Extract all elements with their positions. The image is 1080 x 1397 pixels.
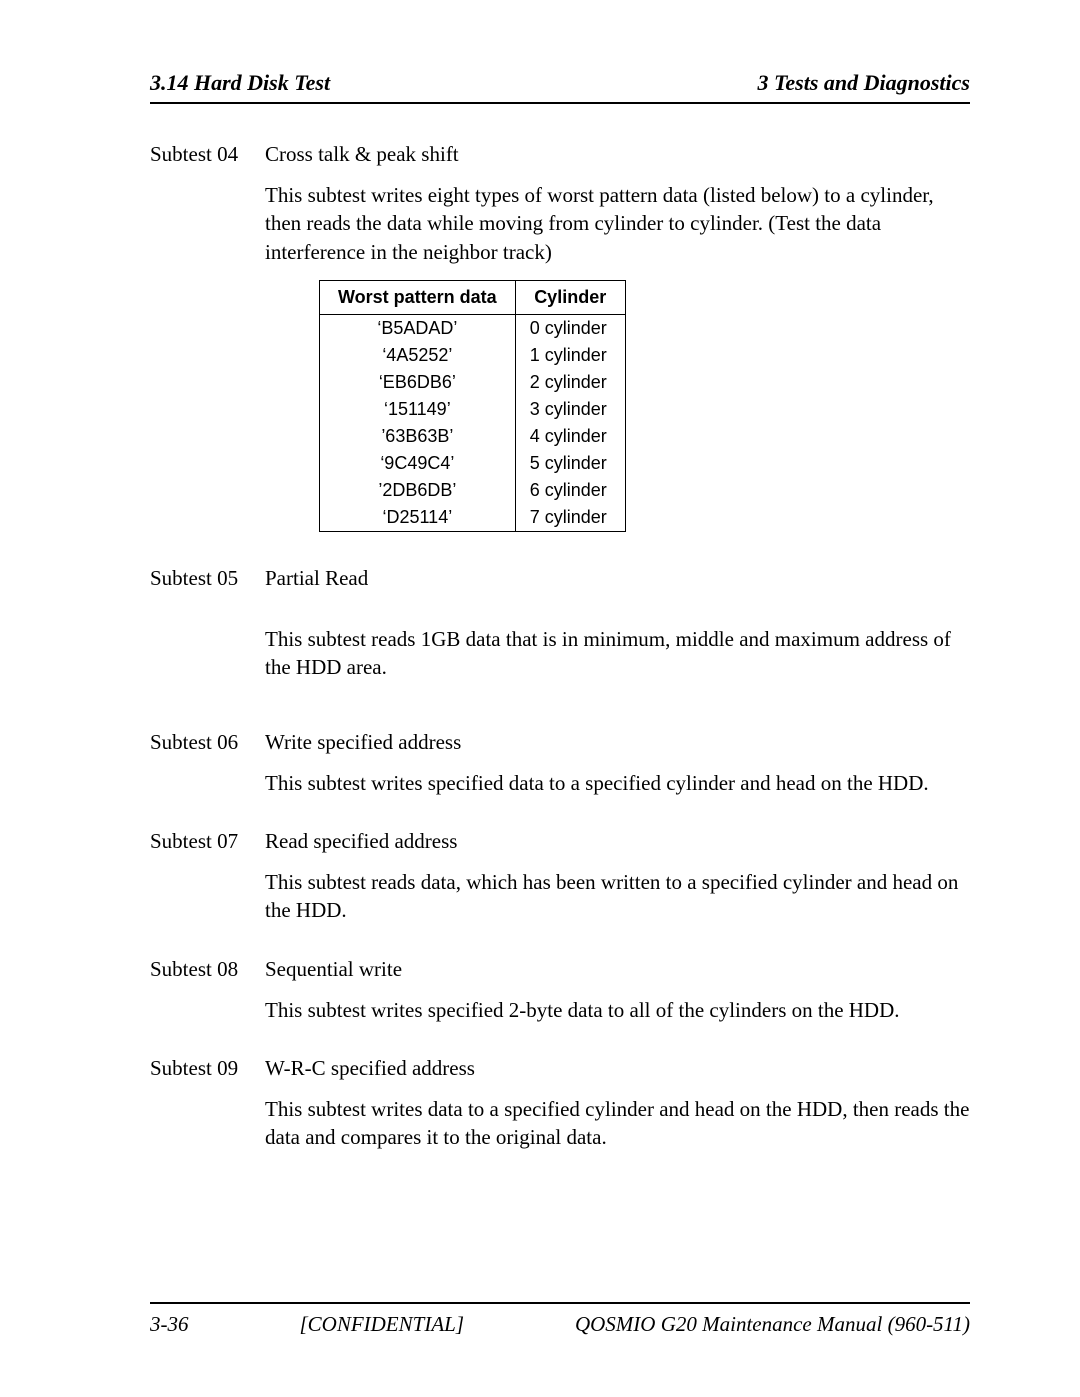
subtest-body: Cross talk & peak shift This subtest wri… <box>265 142 970 548</box>
subtest-label: Subtest 06 <box>150 730 265 811</box>
table-cell: ‘9C49C4’ <box>320 450 516 477</box>
table-cell: 5 cylinder <box>515 450 625 477</box>
table-cell: 7 cylinder <box>515 504 625 532</box>
table-row: ‘EB6DB6’2 cylinder <box>320 369 626 396</box>
subtest-title: Write specified address <box>265 730 970 755</box>
subtest-paragraph: This subtest writes specified 2-byte dat… <box>265 996 970 1024</box>
subtest-title: Read specified address <box>265 829 970 854</box>
subtest-04: Subtest 04 Cross talk & peak shift This … <box>150 142 970 548</box>
table-row: ’2DB6DB’6 cylinder <box>320 477 626 504</box>
subtest-title: Sequential write <box>265 957 970 982</box>
pattern-table: Worst pattern data Cylinder ‘B5ADAD’0 cy… <box>319 280 626 532</box>
table-cell: ’63B63B’ <box>320 423 516 450</box>
subtest-06: Subtest 06 Write specified address This … <box>150 730 970 811</box>
table-row: ‘B5ADAD’0 cylinder <box>320 315 626 343</box>
subtest-05: Subtest 05 Partial Read This subtest rea… <box>150 566 970 696</box>
subtest-paragraph: This subtest writes data to a specified … <box>265 1095 970 1152</box>
footer-confidential: [CONFIDENTIAL] <box>299 1312 464 1337</box>
subtest-body: Sequential write This subtest writes spe… <box>265 957 970 1038</box>
table-cell: 0 cylinder <box>515 315 625 343</box>
footer-page-number: 3-36 <box>150 1312 189 1337</box>
table-cell: 3 cylinder <box>515 396 625 423</box>
subtest-body: W-R-C specified address This subtest wri… <box>265 1056 970 1166</box>
page-header: 3.14 Hard Disk Test 3 Tests and Diagnost… <box>150 70 970 104</box>
subtest-09: Subtest 09 W-R-C specified address This … <box>150 1056 970 1166</box>
table-row: ’63B63B’4 cylinder <box>320 423 626 450</box>
header-right: 3 Tests and Diagnostics <box>757 70 970 96</box>
table-cell: ‘B5ADAD’ <box>320 315 516 343</box>
subtest-title: Cross talk & peak shift <box>265 142 970 167</box>
table-cell: ’2DB6DB’ <box>320 477 516 504</box>
table-header: Cylinder <box>515 281 625 315</box>
table-cell: ‘151149’ <box>320 396 516 423</box>
table-cell: 2 cylinder <box>515 369 625 396</box>
table-row: ‘4A5252’1 cylinder <box>320 342 626 369</box>
table-cell: ‘4A5252’ <box>320 342 516 369</box>
subtest-paragraph: This subtest reads data, which has been … <box>265 868 970 925</box>
header-left: 3.14 Hard Disk Test <box>150 70 330 96</box>
subtest-paragraph: This subtest reads 1GB data that is in m… <box>265 625 970 682</box>
page: 3.14 Hard Disk Test 3 Tests and Diagnost… <box>0 0 1080 1397</box>
table-row: ‘9C49C4’5 cylinder <box>320 450 626 477</box>
table-cell: 1 cylinder <box>515 342 625 369</box>
subtest-label: Subtest 05 <box>150 566 265 696</box>
table-row: ‘151149’3 cylinder <box>320 396 626 423</box>
table-cell: 4 cylinder <box>515 423 625 450</box>
subtest-paragraph: This subtest writes specified data to a … <box>265 769 970 797</box>
table-cell: ‘D25114’ <box>320 504 516 532</box>
subtest-label: Subtest 09 <box>150 1056 265 1166</box>
table-header: Worst pattern data <box>320 281 516 315</box>
subtest-title: W-R-C specified address <box>265 1056 970 1081</box>
table-cell: ‘EB6DB6’ <box>320 369 516 396</box>
footer-manual-title: QOSMIO G20 Maintenance Manual (960-511) <box>575 1312 970 1337</box>
subtest-label: Subtest 08 <box>150 957 265 1038</box>
table-row: ‘D25114’7 cylinder <box>320 504 626 532</box>
subtest-label: Subtest 04 <box>150 142 265 548</box>
table-cell: 6 cylinder <box>515 477 625 504</box>
subtest-paragraph: This subtest writes eight types of worst… <box>265 181 970 266</box>
subtest-body: Write specified address This subtest wri… <box>265 730 970 811</box>
subtest-08: Subtest 08 Sequential write This subtest… <box>150 957 970 1038</box>
page-content: Subtest 04 Cross talk & peak shift This … <box>150 104 970 1302</box>
page-footer: 3-36 [CONFIDENTIAL] QOSMIO G20 Maintenan… <box>150 1302 970 1337</box>
subtest-body: Partial Read This subtest reads 1GB data… <box>265 566 970 696</box>
subtest-label: Subtest 07 <box>150 829 265 939</box>
subtest-07: Subtest 07 Read specified address This s… <box>150 829 970 939</box>
subtest-body: Read specified address This subtest read… <box>265 829 970 939</box>
subtest-title: Partial Read <box>265 566 970 591</box>
